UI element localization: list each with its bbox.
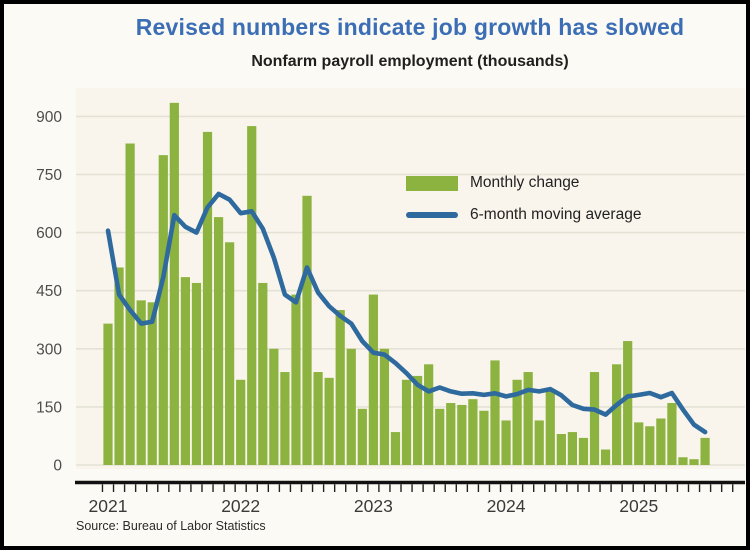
bar-2021-03 xyxy=(125,143,135,465)
bar-2023-04 xyxy=(401,379,412,465)
y-tick-label: 600 xyxy=(36,225,62,242)
y-tick-label: 450 xyxy=(36,283,62,300)
legend-label: 6-month moving average xyxy=(470,206,642,223)
bar-2023-03 xyxy=(390,432,401,465)
bar-2021-02 xyxy=(114,267,124,465)
bar-2024-11 xyxy=(612,364,622,465)
bar-2025-06 xyxy=(689,459,699,465)
bar-2023-08 xyxy=(446,403,456,465)
bar-2024-04 xyxy=(534,420,544,465)
bar-2022-08 xyxy=(313,372,323,465)
bar-2022-12 xyxy=(357,408,367,465)
bar-2021-06 xyxy=(158,155,168,465)
bar-2022-03 xyxy=(258,282,268,465)
bar-2022-11 xyxy=(346,348,356,465)
bar-2024-07 xyxy=(567,432,577,465)
bar-2022-05 xyxy=(280,372,290,465)
bar-2024-12 xyxy=(623,341,633,465)
legend-label: Monthly change xyxy=(470,174,580,191)
bar-2024-05 xyxy=(545,391,555,465)
bar-2022-09 xyxy=(324,377,334,465)
bar-2022-06 xyxy=(291,294,301,465)
bar-2021-10 xyxy=(202,131,213,465)
bar-2021-12 xyxy=(225,242,235,465)
y-axis-labels: 0 150 300 450 600 750 900 xyxy=(36,109,62,475)
year-label-2025: 2025 xyxy=(619,496,658,516)
y-tick-label: 750 xyxy=(36,167,62,184)
bar-2021-04 xyxy=(136,300,146,465)
y-tick-label: 150 xyxy=(36,399,62,416)
bar-2023-01 xyxy=(368,294,378,465)
moving-average-line xyxy=(105,191,708,435)
monthly-change-bars xyxy=(103,102,710,466)
bar-2021-05 xyxy=(147,302,157,465)
year-label-2022: 2022 xyxy=(221,496,260,516)
bar-2024-10 xyxy=(600,449,611,465)
chart-legend: Monthly change 6-month moving average xyxy=(406,174,641,224)
bar-2023-09 xyxy=(457,404,467,465)
bar-2021-07 xyxy=(169,102,179,466)
y-tick-label: 900 xyxy=(36,109,62,126)
line-swatch-icon xyxy=(406,212,458,218)
source-note: Source: Bureau of Labor Statistics xyxy=(76,519,266,533)
bar-2023-11 xyxy=(479,410,489,465)
legend-item-moving-average: 6-month moving average xyxy=(406,206,641,224)
bar-2022-10 xyxy=(335,310,345,465)
bar-2024-09 xyxy=(589,372,600,465)
bar-2022-07 xyxy=(302,195,312,465)
x-axis-ticks xyxy=(101,484,734,492)
bar-2024-03 xyxy=(523,372,533,465)
bar-2021-08 xyxy=(180,277,190,465)
y-tick-label: 300 xyxy=(36,341,62,358)
bar-2023-12 xyxy=(490,360,500,465)
chart-subtitle: Nonfarm payroll employment (thousands) xyxy=(251,53,569,70)
year-label-2021: 2021 xyxy=(89,496,128,516)
bar-2022-02 xyxy=(247,126,257,465)
bar-2024-01 xyxy=(501,420,511,465)
bar-swatch-icon xyxy=(406,175,458,191)
y-tick-label: 0 xyxy=(53,458,62,475)
bar-2024-06 xyxy=(556,434,566,465)
page-title: Revised numbers indicate job growth has … xyxy=(135,14,685,40)
bar-2021-11 xyxy=(213,217,224,465)
bar-2023-02 xyxy=(379,348,390,465)
bar-2022-04 xyxy=(269,348,279,465)
bar-2022-01 xyxy=(236,379,246,465)
bar-2023-05 xyxy=(412,375,423,465)
year-label-2024: 2024 xyxy=(487,496,526,516)
bar-2025-01 xyxy=(634,422,644,465)
bar-2025-04 xyxy=(667,403,677,465)
bar-2021-01 xyxy=(103,323,113,465)
bar-2025-05 xyxy=(678,457,688,465)
bar-2021-09 xyxy=(191,282,202,465)
bar-2023-10 xyxy=(468,399,478,465)
bar-2025-02 xyxy=(645,426,655,465)
bar-2024-08 xyxy=(578,437,589,465)
year-label-2023: 2023 xyxy=(354,496,393,516)
bar-2025-07 xyxy=(700,437,710,465)
x-axis-labels: 2021 2022 2023 2024 2025 xyxy=(89,496,659,516)
bar-2023-06 xyxy=(424,364,434,465)
bar-2023-07 xyxy=(435,408,445,465)
bar-2024-02 xyxy=(512,379,522,465)
payroll-chart: 0 150 300 450 600 750 900 2021 2022 2023 2024 2025 xyxy=(36,88,745,516)
bar-2025-03 xyxy=(656,418,666,465)
legend-item-monthly-change: Monthly change xyxy=(406,174,641,192)
